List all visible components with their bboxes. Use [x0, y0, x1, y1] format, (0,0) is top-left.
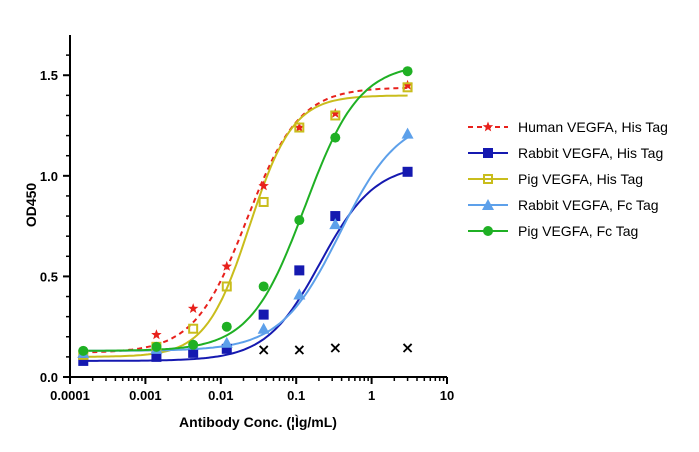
x-axis-title: Antibody Conc. (¦Ìg/mL) [179, 414, 337, 430]
data-point-4 [401, 127, 414, 139]
y-tick-label: 0.0 [40, 370, 58, 385]
x-tick-label: 1 [368, 388, 375, 403]
annotation-x-mark: × [401, 338, 414, 357]
data-point-4 [329, 218, 342, 230]
legend-marker [482, 199, 494, 210]
data-point-2 [258, 309, 269, 320]
data-point-4 [257, 322, 270, 334]
data-point-3 [330, 110, 341, 121]
data-point-5 [151, 341, 162, 352]
legend: Human VEGFA, His Tag Rabbit VEGFA, His Ta… [468, 119, 668, 239]
data-point-4 [220, 336, 233, 348]
axes: 0.0001 0.001 0.01 0.1 1 10 0.0 0.5 1.0 1.5 [40, 35, 454, 403]
annotation-x-mark: × [293, 340, 306, 359]
x-tick-label: 0.0001 [50, 388, 90, 403]
annotations: × × × × [257, 338, 414, 359]
fit-curve-3 [83, 94, 408, 358]
y-tick-label: 1.0 [40, 169, 58, 184]
data-point-5 [188, 339, 199, 350]
x-tick-label: 0.001 [129, 388, 162, 403]
data-point-2 [294, 265, 305, 276]
annotation-x-mark: × [329, 338, 342, 357]
fit-curve-2 [83, 170, 408, 362]
fit-curve-4 [83, 136, 409, 352]
data-point-3 [188, 323, 199, 334]
x-tick-label: 0.1 [287, 388, 305, 403]
data-point-5 [221, 321, 232, 332]
fit-curves [83, 68, 409, 362]
data-point-1 [187, 303, 199, 313]
data-point-5 [258, 281, 269, 292]
data-point-5 [78, 345, 89, 356]
data-point-1 [402, 79, 413, 90]
data-point-5 [294, 215, 305, 226]
data-point-4 [293, 288, 306, 300]
x-tick-label: 10 [440, 388, 454, 403]
legend-marker [483, 148, 493, 158]
data-point-1 [330, 108, 341, 118]
data-point-3 [258, 196, 269, 207]
data-point-2 [151, 351, 162, 362]
data-point-1 [294, 122, 305, 132]
legend-marker [483, 174, 493, 184]
data-point-3 [294, 122, 305, 133]
legend-label: Human VEGFA, His Tag [518, 119, 668, 135]
y-tick-label: 1.5 [40, 68, 58, 83]
legend-label: Rabbit VEGFA, His Tag [518, 145, 663, 161]
data-point-1 [151, 329, 162, 340]
legend-label: Rabbit VEGFA, Fc Tag [518, 197, 659, 213]
legend-label: Pig VEGFA, His Tag [518, 171, 643, 187]
data-point-2 [188, 347, 199, 358]
data-point-5 [402, 66, 413, 77]
data-point-3 [221, 281, 232, 292]
data-point-1 [221, 260, 232, 271]
y-tick-label: 0.5 [40, 269, 58, 284]
fit-curve-1 [83, 86, 408, 354]
fit-curve-5 [83, 68, 408, 352]
data-point-2 [330, 211, 341, 222]
data-point-2 [78, 355, 89, 366]
data-point-2 [402, 166, 413, 177]
legend-marker [483, 226, 493, 236]
data-markers [77, 66, 414, 366]
legend-label: Pig VEGFA, Fc Tag [518, 223, 638, 239]
data-point-3 [402, 82, 413, 93]
data-point-2 [221, 343, 232, 354]
data-point-5 [330, 132, 341, 143]
legend-marker [482, 121, 494, 132]
data-point-1 [258, 180, 269, 191]
annotation-x-mark: × [257, 340, 270, 359]
x-tick-label: 0.01 [208, 388, 233, 403]
y-axis-title: OD450 [23, 183, 39, 228]
